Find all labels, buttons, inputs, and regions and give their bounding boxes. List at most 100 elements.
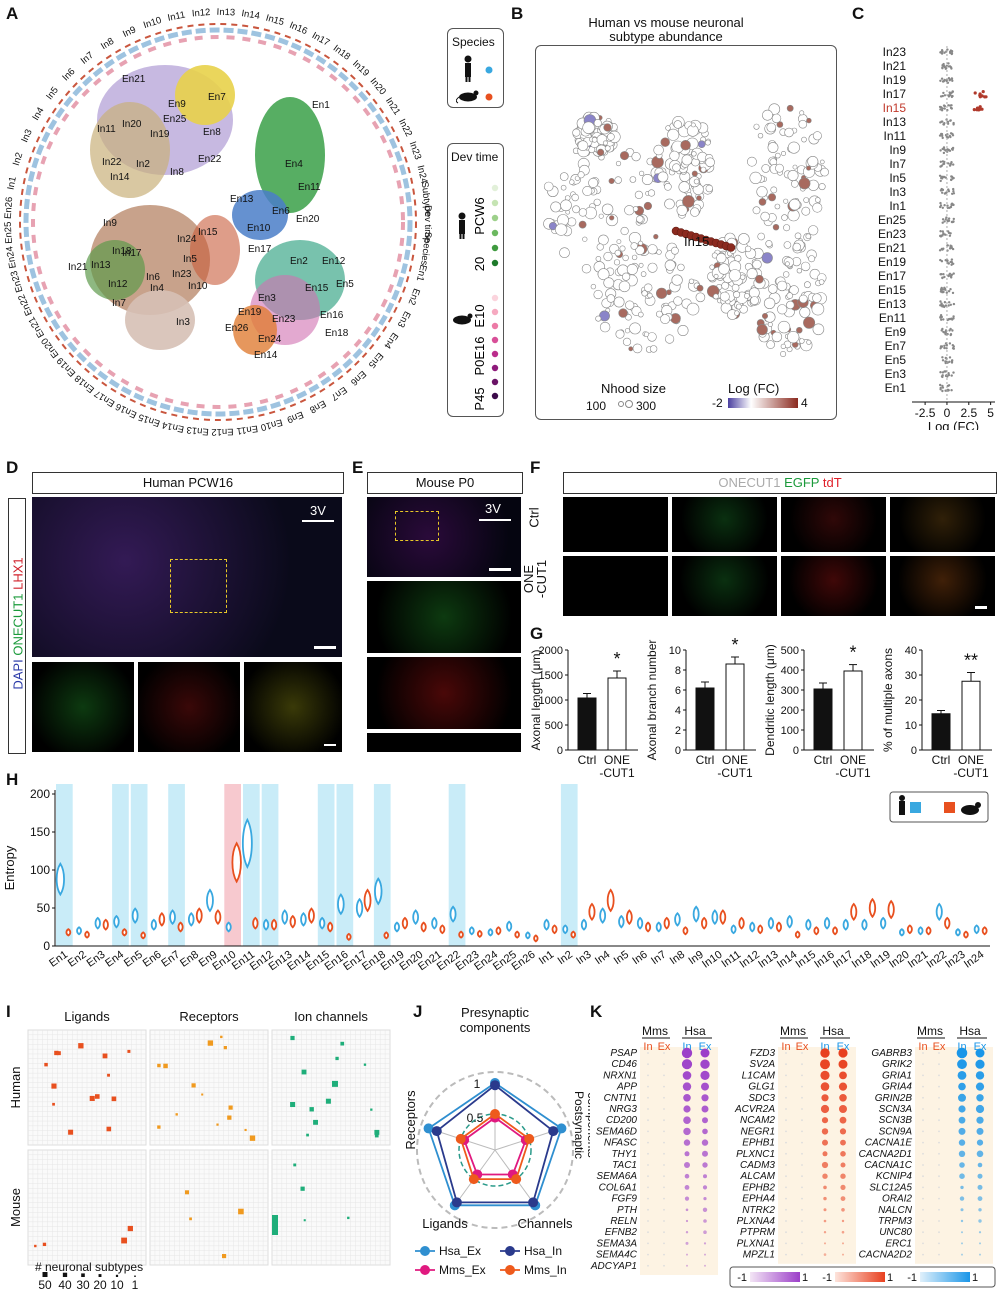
k-type-label: Ex xyxy=(658,1041,671,1053)
circle-label-in24: In24 xyxy=(415,164,430,185)
h-violin-mouse-en8 xyxy=(195,907,203,924)
panel-d-scale-bar xyxy=(314,646,336,649)
g-tick-label: 1500 xyxy=(539,670,563,682)
panel-e-orient-arrow xyxy=(479,519,511,521)
k-dot xyxy=(647,1052,649,1054)
h-violin-mouse-in18 xyxy=(868,897,877,919)
cluster-label-in9: In9 xyxy=(103,218,117,229)
c-point xyxy=(941,359,945,362)
i-cell xyxy=(223,1046,227,1050)
k-dot xyxy=(663,1208,665,1211)
k-dot xyxy=(801,1242,803,1245)
nhood-point xyxy=(757,132,764,139)
k-gene-col6a1: COL6A1 xyxy=(599,1182,637,1193)
nhood-point xyxy=(792,242,801,252)
k-dot xyxy=(822,1151,828,1157)
j-point-mms_in xyxy=(524,1133,535,1144)
circle-label-in9: In9 xyxy=(121,24,138,40)
h-violin-mouse-en16 xyxy=(346,932,352,941)
species-legend-title: Species xyxy=(452,35,495,49)
c-point xyxy=(943,51,946,54)
h-violin-human-en17 xyxy=(355,897,364,919)
k-dot xyxy=(840,1173,846,1179)
c-point xyxy=(942,64,946,68)
nhood-point xyxy=(581,264,592,274)
k-dot xyxy=(922,1108,924,1110)
k-dot xyxy=(785,1197,787,1200)
nhood-point xyxy=(638,311,644,318)
nhood-point xyxy=(638,240,643,246)
j-point-hsa_in xyxy=(431,1126,442,1137)
k-gene-l1cam: L1CAM xyxy=(742,1070,776,1081)
panel-label-k: K xyxy=(590,1002,603,1021)
panel-label-f: F xyxy=(530,458,541,477)
panel-d-green-inset xyxy=(32,662,134,752)
nhood-point xyxy=(784,261,790,267)
c-xlabel: Log (FC) xyxy=(928,419,979,430)
k-dot xyxy=(801,1175,803,1178)
i-grid-0-2 xyxy=(271,1029,391,1146)
nhood-point xyxy=(572,128,581,137)
nhood-point xyxy=(787,331,800,344)
i-legend-value: 10 xyxy=(110,1278,124,1291)
k-dot xyxy=(663,1130,665,1133)
circle-label-en19: En19 xyxy=(55,355,78,379)
k-dot xyxy=(647,1096,649,1099)
nhood-point xyxy=(664,183,672,191)
k-dot xyxy=(958,1150,966,1157)
i-cell xyxy=(201,1093,204,1096)
nhood-point xyxy=(607,133,615,141)
c-point xyxy=(949,275,953,278)
i-col-header-2: Ion channels xyxy=(294,1009,368,1024)
c-point xyxy=(938,105,942,109)
circle-label-en12: En12 xyxy=(211,426,233,437)
f-scale-bar xyxy=(975,606,987,609)
g-bar xyxy=(813,688,833,751)
c-point xyxy=(939,204,943,207)
nhood-point xyxy=(765,240,773,248)
h-tick-label: 150 xyxy=(30,825,50,839)
k-dot xyxy=(663,1264,665,1267)
c-point xyxy=(952,123,955,126)
k-dot xyxy=(801,1141,803,1144)
cluster-label-en6: En6 xyxy=(272,206,290,217)
h-violin-mouse-en9 xyxy=(214,909,222,926)
f-title-onecut1: ONECUT1 xyxy=(718,475,781,490)
c-point xyxy=(947,65,951,68)
panel-e-zoom-box xyxy=(395,511,439,541)
i-cell xyxy=(227,1115,232,1120)
h-violin-mouse-en7 xyxy=(177,921,184,933)
h-highlight-en12 xyxy=(261,784,279,946)
f-ctrl-merge xyxy=(890,497,995,552)
c-point xyxy=(950,258,954,261)
nhood-point xyxy=(780,343,786,350)
nhood-point xyxy=(660,137,670,147)
nhood-point xyxy=(803,197,810,203)
f-row-onecut1: ONE -CUT1 xyxy=(521,559,550,599)
h-violin-human-en4 xyxy=(113,914,120,929)
human-icon xyxy=(458,212,466,239)
k-dot xyxy=(683,1116,691,1124)
dev-dot-mouse-1 xyxy=(491,308,499,316)
c-point xyxy=(951,329,954,332)
nhood-point xyxy=(677,263,685,272)
g-tick-label: 20 xyxy=(905,695,917,707)
k-dot xyxy=(647,1119,649,1122)
nhood-point xyxy=(718,263,730,275)
h-violin-human-in4 xyxy=(599,907,607,924)
k-dot xyxy=(801,1220,803,1222)
h-violin-mouse-in6 xyxy=(645,921,652,933)
f-row-ctrl: Ctrl xyxy=(526,507,542,528)
c-point xyxy=(950,260,953,264)
i-cell xyxy=(370,1108,373,1111)
human-icon xyxy=(464,55,472,82)
c-point xyxy=(952,317,955,320)
h-violin-human-in7 xyxy=(655,921,662,933)
g-category-label: -CUT1 xyxy=(953,766,989,780)
k-dot xyxy=(785,1231,787,1234)
nhood-point xyxy=(598,234,609,246)
panel-d-inset-scale-bar xyxy=(324,744,336,746)
k-dot xyxy=(663,1231,665,1234)
c-point xyxy=(940,345,943,348)
k-dot xyxy=(647,1253,649,1256)
